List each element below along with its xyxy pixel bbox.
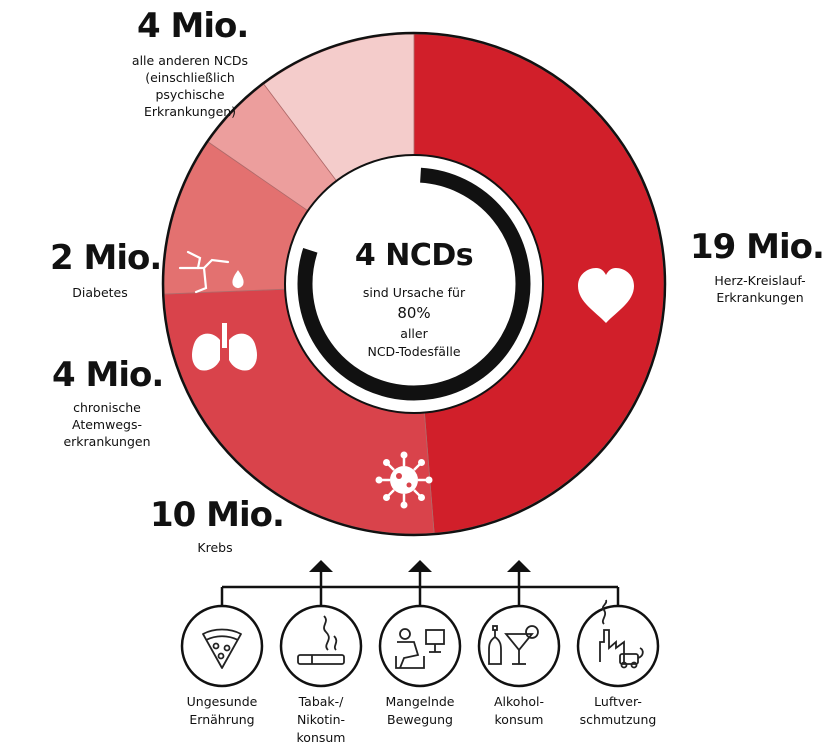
center-title: 4 NCDs xyxy=(354,238,474,273)
risk-label-diet: Ungesunde Ernährung xyxy=(186,694,258,727)
label-krebs: Krebs xyxy=(197,540,233,555)
value-andere-ncds: 4 Mio. xyxy=(137,6,249,46)
center-line3: NCD-Todesfälle xyxy=(367,344,461,359)
risk-label-tobacco: Tabak-/ Nikotin- konsum xyxy=(296,694,346,745)
center-line2: aller xyxy=(400,326,428,341)
donut-outline xyxy=(161,31,667,537)
label-herz-kreislauf: Herz-Kreislauf- Erkrankungen xyxy=(714,273,806,305)
risk-circle-tobacco xyxy=(279,604,363,688)
factory-icon xyxy=(599,599,644,669)
label-atemwege: chronische Atemwegs- erkrankungen xyxy=(63,400,151,449)
alcohol-icon xyxy=(488,625,539,665)
risk-factor-connectors xyxy=(220,572,620,605)
cigarette-icon xyxy=(297,615,345,665)
risk-label-alcohol: Alkohol- konsum xyxy=(493,694,545,727)
virus-icon xyxy=(375,451,433,509)
value-krebs: 10 Mio. xyxy=(150,495,285,535)
label-andere-ncds: alle anderen NCDs (einschließlich psychi… xyxy=(131,53,249,119)
donut-slices xyxy=(163,33,665,535)
value-herz-kreislauf: 19 Mio. xyxy=(690,227,825,267)
center-line1: sind Ursache für xyxy=(362,285,466,300)
percent-ring-arc xyxy=(297,167,531,401)
arrow-to-krebs-2 xyxy=(408,560,432,572)
arrow-to-krebs-1 xyxy=(309,560,333,572)
risk-circle-exercise xyxy=(378,604,462,688)
pizza-slice-icon xyxy=(202,628,242,669)
inner-disc xyxy=(284,154,544,414)
center-percent: 80% xyxy=(397,304,431,322)
insulin-pen-icon xyxy=(178,250,244,294)
risk-circle-diet xyxy=(180,604,264,688)
risk-label-pollution: Luftver- schmutzung xyxy=(579,694,657,727)
label-diabetes: Diabetes xyxy=(72,285,128,300)
risk-circle-alcohol xyxy=(477,604,561,688)
lungs-icon xyxy=(192,323,257,371)
arrow-to-krebs-3 xyxy=(507,560,531,572)
risk-label-exercise: Mangelnde Bewegung xyxy=(385,694,455,727)
value-atemwege: 4 Mio. xyxy=(52,355,164,395)
couch-tv-icon xyxy=(395,628,445,669)
value-diabetes: 2 Mio. xyxy=(50,238,162,278)
heart-icon xyxy=(578,268,634,323)
